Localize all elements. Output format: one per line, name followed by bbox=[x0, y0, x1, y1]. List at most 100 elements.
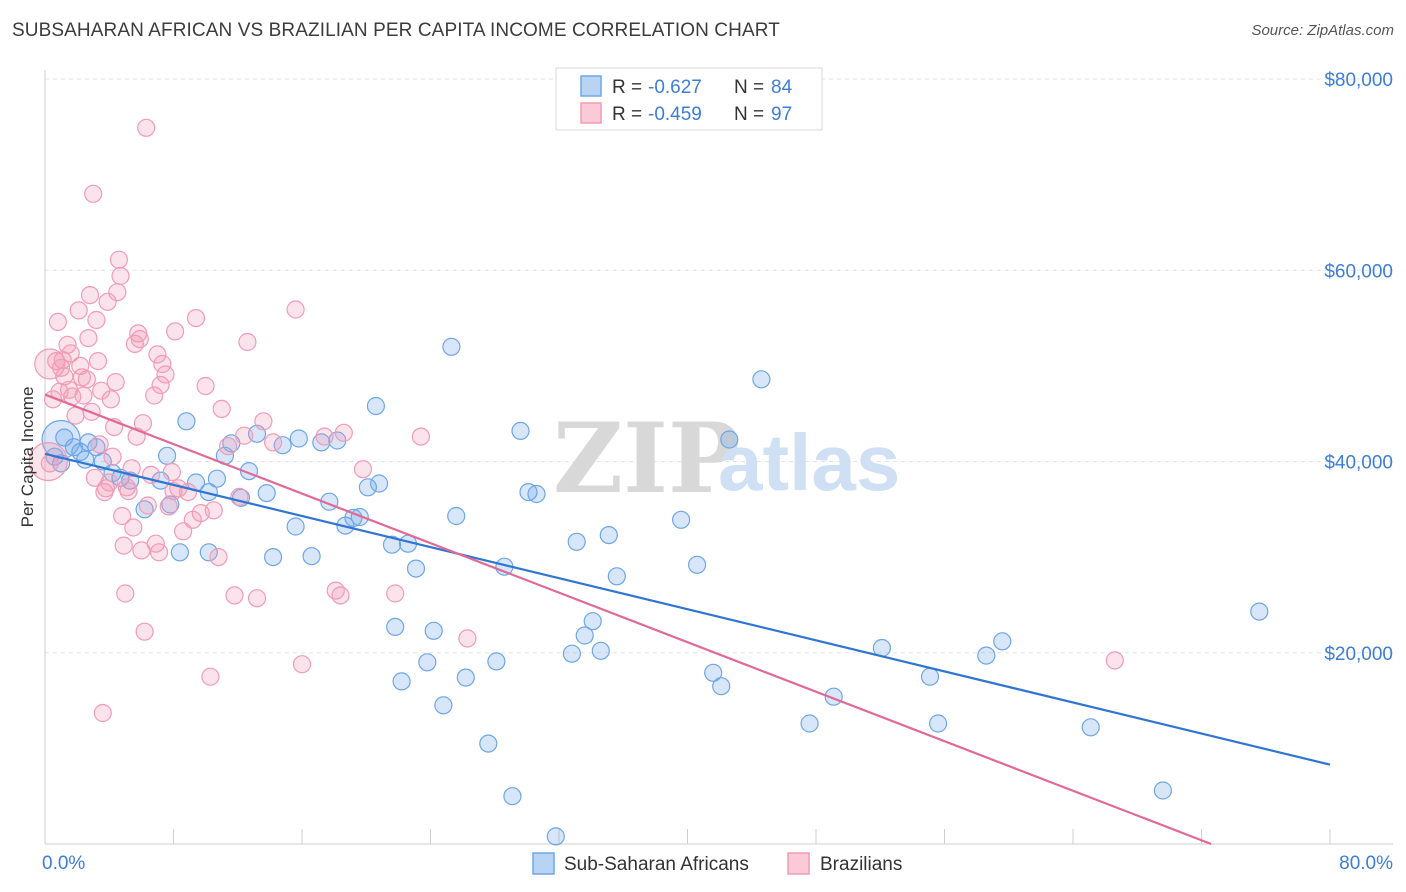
brazilian-point-96 bbox=[146, 534, 165, 553]
brazilian-point-67 bbox=[201, 667, 220, 686]
sub-saharan-point-74 bbox=[920, 667, 940, 686]
brazilian-point-88 bbox=[458, 629, 477, 648]
series-legend-label-blue: Sub-Saharan Africans bbox=[564, 854, 749, 875]
sub-saharan-point-68 bbox=[712, 677, 731, 696]
brazilian-point-16 bbox=[80, 286, 100, 305]
sub-saharan-point-44 bbox=[418, 653, 437, 672]
brazilian-point-27 bbox=[100, 473, 119, 492]
sub-saharan-point-38 bbox=[370, 474, 389, 493]
brazilian-point-47 bbox=[137, 118, 156, 137]
y-tick-labels: $20,000 $40,000 $60,000 $80,000 bbox=[1324, 70, 1393, 665]
sub-saharan-point-39 bbox=[382, 535, 402, 554]
brazilian-point-38 bbox=[119, 482, 138, 501]
brazilian-point-91 bbox=[61, 344, 80, 363]
sub-saharan-point-14 bbox=[177, 412, 196, 431]
brazilian-point-26 bbox=[98, 292, 117, 311]
brazilian-point-85 bbox=[353, 460, 373, 479]
sub-saharan-point-30 bbox=[312, 433, 331, 452]
sub-saharan-point-76 bbox=[977, 646, 996, 665]
sub-saharan-point-29 bbox=[302, 547, 321, 566]
brazilian-point-95 bbox=[103, 447, 122, 466]
chart-source: Source: ZipAtlas.com bbox=[1251, 22, 1394, 39]
sub-saharan-point-46 bbox=[434, 696, 453, 715]
brazilian-point-83 bbox=[331, 586, 350, 605]
sub-saharan-point-11 bbox=[158, 446, 177, 465]
legend-r-value-1: -0.627 bbox=[648, 77, 702, 98]
brazilian-point-25 bbox=[96, 479, 116, 498]
legend-r-label-1: R = bbox=[612, 77, 642, 98]
legend-swatch-pink bbox=[580, 102, 602, 124]
brazilian-point-86 bbox=[386, 584, 405, 603]
sub-saharan-point-58 bbox=[562, 644, 582, 663]
cluster-point-1 bbox=[28, 441, 68, 482]
sub-saharan-point-51 bbox=[487, 652, 506, 671]
legend-n-value-1: 84 bbox=[771, 77, 793, 98]
brazilian-point-81 bbox=[315, 427, 334, 446]
brazilian-point-68 bbox=[204, 501, 223, 520]
brazilian-point-31 bbox=[108, 283, 127, 302]
brazilian-point-23 bbox=[93, 703, 112, 723]
sub-saharan-point-63 bbox=[599, 525, 618, 545]
sub-saharan-point-53 bbox=[503, 787, 522, 806]
watermark-zip: ZIP bbox=[553, 402, 740, 515]
brazilian-point-66 bbox=[196, 376, 215, 396]
x-tick-marks bbox=[44, 829, 1331, 844]
sub-saharan-point-45 bbox=[424, 621, 443, 640]
brazilian-point-15 bbox=[79, 329, 98, 348]
brazilian-point-78 bbox=[264, 433, 283, 452]
sub-saharan-point-66 bbox=[687, 555, 707, 574]
sub-saharan-point-71 bbox=[800, 714, 819, 733]
sub-saharan-point-49 bbox=[456, 668, 475, 687]
y-axis-label: Per Capita Income bbox=[18, 387, 37, 528]
y-tick-label-80000: $80,000 bbox=[1324, 70, 1393, 91]
grid-lines bbox=[45, 78, 1393, 654]
sub-saharan-point-17 bbox=[199, 543, 218, 562]
sub-saharan-point-78 bbox=[1081, 718, 1100, 737]
legend-n-value-2: 97 bbox=[771, 104, 792, 125]
series-brazilians-points bbox=[28, 118, 1124, 723]
brazilian-point-90 bbox=[84, 184, 103, 203]
brazilian-point-32 bbox=[109, 250, 129, 269]
trendline-sub-saharan bbox=[44, 452, 1331, 766]
brazilian-point-36 bbox=[116, 584, 135, 603]
brazilian-point-33 bbox=[111, 266, 130, 286]
brazilian-point-53 bbox=[151, 375, 170, 395]
brazilian-point-69 bbox=[209, 547, 228, 567]
brazilian-point-64 bbox=[186, 309, 206, 328]
trend-lines bbox=[44, 393, 1331, 846]
brazilian-point-39 bbox=[122, 459, 141, 478]
sub-saharan-point-27 bbox=[286, 517, 305, 536]
sub-saharan-point-65 bbox=[671, 510, 691, 529]
y-tick-label-60000: $60,000 bbox=[1324, 261, 1393, 282]
sub-saharan-point-70 bbox=[752, 370, 771, 389]
sub-saharan-point-43 bbox=[406, 559, 426, 578]
brazilian-point-34 bbox=[112, 506, 132, 526]
legend-n-label-1: N = bbox=[734, 77, 764, 98]
brazilian-point-18 bbox=[85, 468, 104, 487]
x-tick-label-max: 80.0% bbox=[1339, 853, 1393, 874]
brazilian-point-11 bbox=[69, 301, 88, 320]
sub-saharan-point-41 bbox=[392, 672, 411, 691]
brazilian-point-84 bbox=[334, 423, 353, 442]
watermark-atlas: atlas bbox=[718, 418, 900, 507]
brazilian-point-92 bbox=[74, 386, 93, 405]
y-tick-label-20000: $20,000 bbox=[1324, 644, 1393, 665]
brazilian-point-70 bbox=[212, 399, 231, 418]
brazilian-point-51 bbox=[148, 345, 167, 364]
sub-saharan-point-24 bbox=[257, 484, 276, 503]
brazilian-point-30 bbox=[106, 373, 125, 392]
sub-saharan-point-67 bbox=[704, 663, 723, 682]
brazilian-point-79 bbox=[286, 300, 305, 319]
correlation-legend: R = -0.627 N = 84 R = -0.459 N = 97 bbox=[555, 67, 823, 131]
brazilian-point-35 bbox=[114, 536, 133, 555]
brazilian-point-76 bbox=[247, 589, 267, 608]
sub-saharan-point-80 bbox=[1250, 602, 1269, 621]
series-legend-label-pink: Brazilians bbox=[820, 854, 902, 875]
brazilian-point-75 bbox=[238, 332, 257, 352]
sub-saharan-point-37 bbox=[366, 396, 385, 416]
brazilian-point-21 bbox=[90, 435, 109, 454]
brazilian-point-74 bbox=[235, 426, 254, 445]
brazilian-point-28 bbox=[101, 390, 121, 409]
brazilian-point-55 bbox=[156, 365, 175, 384]
